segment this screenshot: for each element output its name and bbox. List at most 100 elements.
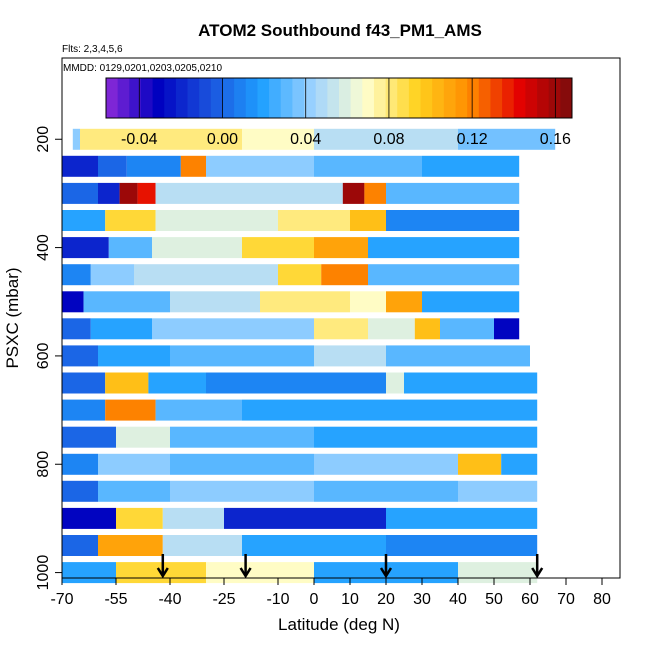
heatmap-cell-950-3 — [242, 535, 386, 556]
heatmap-cell-900-2 — [162, 507, 224, 529]
heatmap-cell-600-0 — [62, 345, 98, 367]
heatmap-cell-400-5 — [368, 237, 520, 259]
x-tick-label: 20 — [377, 591, 395, 608]
heatmap-cells — [62, 128, 556, 584]
x-tick-label: -40 — [158, 591, 181, 608]
colorbar-swatch — [502, 78, 515, 118]
profile-arrow-head — [239, 567, 252, 579]
colorbar-swatch — [164, 78, 177, 118]
heatmap-cell-250-1 — [98, 155, 127, 177]
heatmap-cell-800-1 — [98, 453, 170, 475]
heatmap-cell-550-3 — [314, 318, 368, 340]
chart-subtitle: Flts: 2,3,4,5,6 — [62, 44, 123, 55]
heatmap-cell-750-1 — [116, 426, 170, 448]
x-tick-label: -25 — [212, 591, 235, 608]
heatmap-cell-200-1 — [80, 128, 242, 150]
heatmap-cell-550-1 — [90, 318, 152, 340]
colorbar-swatch — [187, 78, 200, 118]
heatmap-cell-650-0 — [62, 372, 106, 394]
y-tick-label: 800 — [35, 451, 52, 478]
heatmap-cell-300-8 — [386, 182, 520, 204]
heatmap-cell-350-5 — [386, 210, 520, 231]
colorbar-swatch — [455, 78, 468, 118]
y-axis-label: PSXC (mbar) — [3, 267, 22, 368]
x-tick-label: 70 — [557, 591, 575, 608]
colorbar-swatch — [537, 78, 550, 118]
y-tick-label: 400 — [35, 234, 52, 261]
chart-title: ATOM2 Southbound f43_PM1_AMS — [198, 21, 482, 40]
heatmap-cell-300-6 — [342, 182, 365, 204]
colorbar-swatch — [362, 78, 375, 118]
y-tick-label: 600 — [35, 342, 52, 369]
colorbar-tick-label: 0.08 — [373, 131, 404, 148]
heatmap-cell-500-1 — [83, 291, 170, 313]
colorbar-swatch — [269, 78, 282, 118]
heatmap-cell-850-1 — [98, 480, 170, 502]
profile-arrows — [156, 554, 544, 579]
heatmap-cell-450-4 — [321, 264, 368, 286]
colorbar-swatch — [478, 78, 491, 118]
x-tick-label: -10 — [266, 591, 289, 608]
heatmap-cell-850-0 — [62, 480, 98, 502]
heatmap-cell-250-2 — [126, 155, 181, 177]
heatmap-cell-500-5 — [386, 291, 422, 313]
heatmap-cell-700-3 — [242, 399, 386, 421]
heatmap-cell-300-7 — [364, 182, 386, 204]
heatmap-cell-500-6 — [422, 291, 520, 313]
colorbar: -0.04 0.00 0.04 0.08 0.12 0.16 — [105, 77, 573, 148]
colorbar-swatch — [140, 78, 153, 118]
heatmap-cell-650-1 — [105, 372, 149, 394]
heatmap-cell-550-5 — [414, 318, 440, 340]
chart-note: MMDD: 0129,0201,0203,0205,0210 — [63, 63, 222, 74]
heatmap-cell-500-3 — [260, 291, 350, 313]
heatmap-cell-250-6 — [422, 155, 520, 177]
y-tick-label: 1000 — [35, 555, 52, 591]
colorbar-swatch — [350, 78, 363, 118]
colorbar-tick-label: 0.00 — [207, 131, 238, 148]
heatmap-cell-800-5 — [501, 453, 538, 475]
heatmap-cell-450-2 — [134, 264, 278, 286]
heatmap-cell-1000-4 — [458, 562, 538, 584]
heatmap-cell-600-3 — [314, 345, 386, 367]
heatmap-cell-350-4 — [350, 210, 386, 231]
heatmap-cell-550-6 — [440, 318, 494, 340]
heatmap-cell-600-1 — [98, 345, 170, 367]
heatmap-cell-1000-0 — [62, 562, 116, 584]
colorbar-swatch — [175, 78, 188, 118]
colorbar-swatch — [327, 78, 340, 118]
heatmap-cell-500-0 — [62, 291, 84, 313]
x-tick-label: 80 — [593, 591, 611, 608]
x-axis: -70 -55 -40 -25 -10 0 10 20 30 40 50 60 70 80 — [50, 578, 611, 608]
heatmap-cell-600-2 — [170, 345, 314, 367]
heatmap-cell-1000-2 — [206, 562, 314, 584]
colorbar-swatch — [245, 78, 258, 118]
colorbar-swatch — [222, 78, 235, 118]
colorbar-swatch — [467, 78, 480, 118]
heatmap-cell-900-1 — [116, 507, 163, 529]
colorbar-swatch — [339, 78, 352, 118]
colorbar-frame — [105, 77, 573, 119]
heatmap-cell-400-2 — [152, 237, 242, 259]
heatmap-cell-400-3 — [242, 237, 314, 259]
heatmap-cell-550-2 — [152, 318, 314, 340]
colorbar-swatch — [304, 78, 317, 118]
heatmap-cell-500-4 — [350, 291, 386, 313]
heatmap-cell-300-0 — [62, 182, 98, 204]
heatmap-cell-650-3 — [206, 372, 386, 394]
colorbar-tick-label: 0.16 — [540, 131, 571, 148]
x-tick-label: -55 — [104, 591, 127, 608]
heatmap-cell-400-1 — [108, 237, 152, 259]
heatmap-cell-900-4 — [386, 507, 538, 529]
heatmap-cell-950-1 — [98, 535, 163, 556]
heatmap-cell-750-4 — [458, 426, 538, 448]
profile-arrow-head — [156, 567, 169, 579]
x-tick-label: 0 — [310, 591, 319, 608]
colorbar-swatch — [292, 78, 305, 118]
heatmap-cell-550-0 — [62, 318, 91, 340]
x-axis-label: Latitude (deg N) — [278, 615, 400, 634]
heatmap-cell-550-4 — [368, 318, 415, 340]
colorbar-swatch — [106, 78, 119, 118]
heatmap-cell-800-2 — [170, 453, 314, 475]
heatmap-cell-850-2 — [170, 480, 314, 502]
